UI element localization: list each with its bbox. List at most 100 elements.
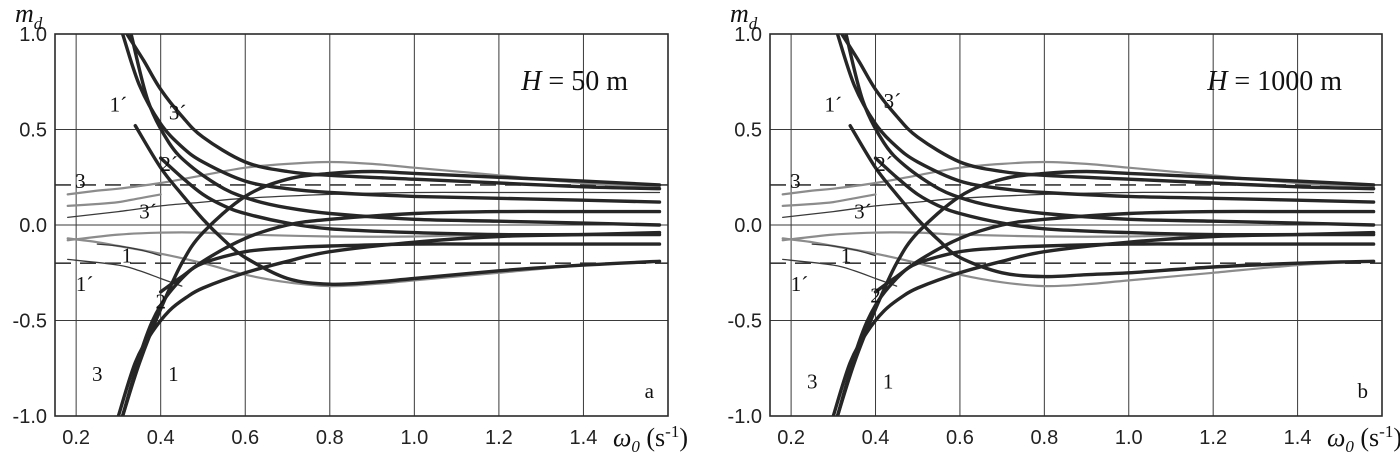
series-line-thin (67, 191, 661, 219)
y-axis-title-sub: d (749, 14, 758, 33)
x-axis-title-main: ω (613, 423, 631, 452)
y-tick-label: -1.0 (13, 406, 47, 428)
panel-label: a (645, 379, 655, 403)
y-tick-label: -0.5 (728, 311, 762, 333)
series-line-thin (782, 191, 1375, 219)
series-line-thick (840, 34, 1376, 191)
y-tick-label: -0.5 (13, 311, 47, 333)
y-tick-label: 1.0 (734, 24, 762, 46)
y-axis-title: md (15, 0, 43, 33)
series-line-thin (782, 258, 898, 287)
series-line-thick (120, 209, 662, 416)
series-line-thin (67, 258, 183, 287)
x-tick-label: 1.0 (400, 427, 428, 449)
curve-label: 1 (883, 370, 894, 394)
curve-label: 1´ (76, 272, 94, 296)
x-axis-title-close: ) (679, 423, 688, 452)
curves-a (66, 34, 662, 416)
y-tick-label: -1.0 (728, 406, 762, 428)
x-tick-label: 1.4 (570, 427, 598, 449)
curve-label: 1 (122, 244, 133, 268)
curve-label: 2 (870, 284, 881, 308)
curve-label: 3´ (854, 200, 872, 224)
y-tick-label: 0.0 (734, 215, 762, 237)
curve-label: 2´ (875, 152, 893, 176)
height-annotation-value: = 50 m (541, 66, 628, 97)
x-axis-title-unit: (s (1354, 423, 1379, 452)
curve-label: 1 (841, 244, 852, 268)
series-line-thick (125, 34, 662, 191)
curve-label: 1´ (825, 93, 843, 117)
curve-label: 3 (790, 169, 801, 193)
panel-label: b (1358, 379, 1369, 403)
series-line-thick (133, 124, 662, 287)
plot-frame (54, 33, 669, 417)
x-tick-label: 0.4 (147, 427, 175, 449)
x-axis-title-sub: 0 (631, 437, 640, 456)
series-line-thick (835, 209, 1376, 416)
x-axis-title-main: ω (1327, 423, 1345, 452)
height-annotation: H = 50 m (520, 66, 628, 97)
x-tick-label: 1.2 (1199, 427, 1227, 449)
chart-panel-a: 1.0 0.5 0.0 -0.5 -1.0 0.2 0.4 0.6 0.8 1.0 1.2 1.4 md… (13, 0, 688, 456)
series-line-thick (835, 169, 1376, 416)
chart-panel-b: 1.0 0.5 0.0 -0.5 -1.0 0.2 0.4 0.6 0.8 1.0 1.2 1.4 md… (700, 0, 1400, 459)
series-line-thick (873, 242, 1376, 294)
curve-label: 3´ (169, 100, 187, 124)
curve-label: 1 (168, 362, 179, 386)
series-line-gray (66, 193, 162, 207)
x-tick-label: 0.2 (62, 427, 90, 449)
x-tick-label: 1.2 (485, 427, 513, 449)
y-tick-label: 1.0 (19, 24, 47, 46)
x-tick-label: 0.2 (777, 427, 805, 449)
y-axis-title: md (730, 0, 758, 33)
series-line-gray (781, 193, 877, 207)
x-axis-title-sub: 0 (1345, 437, 1354, 456)
x-tick-label: 1.4 (1284, 427, 1312, 449)
series-line-thick (129, 34, 662, 227)
series-line-thick (159, 156, 662, 237)
series-line-thick (120, 34, 662, 204)
x-tick-label: 0.6 (231, 427, 259, 449)
series-line-thick (835, 34, 1376, 204)
series-line-thin (811, 243, 877, 257)
x-axis-title-close: ) (1393, 423, 1400, 452)
height-annotation-symbol: H (1206, 66, 1229, 97)
curve-label: 2 (155, 289, 166, 313)
y-axis-title-main: m (15, 0, 34, 28)
height-annotation-symbol: H (520, 66, 543, 97)
series-line-thick (159, 242, 662, 294)
curve-label: 3´ (139, 200, 157, 224)
curve-label: 3 (75, 169, 86, 193)
series-line-thick (831, 230, 1376, 416)
curve-label: 1´ (110, 93, 128, 117)
chart-svg-a: 1.0 0.5 0.0 -0.5 -1.0 0.2 0.4 0.6 0.8 1.0 1.2 1.4 md… (13, 0, 688, 456)
series-line-thin (96, 243, 162, 257)
curve-label: 3 (92, 362, 103, 386)
x-axis-title-unit: (s (640, 423, 665, 452)
y-tick-label: 0.5 (19, 120, 47, 142)
series-line-thick (844, 34, 1376, 227)
y-tick-label: 0.0 (19, 215, 47, 237)
y-axis-title-sub: d (34, 14, 43, 33)
x-axis-title: ω0 (s-1) (1327, 422, 1400, 456)
curve-label: 1´ (791, 272, 809, 296)
series-line-thick (873, 156, 1376, 237)
x-tick-label: 0.8 (316, 427, 344, 449)
x-axis-title-sup: -1 (665, 422, 679, 441)
curve-label: 3´ (884, 89, 902, 113)
x-axis-title-sup: -1 (1379, 422, 1393, 441)
height-annotation: H = 1000 m (1206, 66, 1342, 97)
curve-label: 2´ (160, 152, 178, 176)
y-tick-label: 0.5 (734, 120, 762, 142)
height-annotation-value: = 1000 m (1227, 66, 1342, 97)
series-line-thick (120, 169, 662, 416)
x-tick-label: 1.0 (1115, 427, 1143, 449)
curves-b (781, 34, 1376, 416)
series-line-thick (116, 230, 662, 416)
y-axis-title-main: m (730, 0, 749, 28)
plot-frame (769, 33, 1383, 417)
x-tick-label: 0.6 (946, 427, 974, 449)
chart-svg-b: 1.0 0.5 0.0 -0.5 -1.0 0.2 0.4 0.6 0.8 1.0 1.2 1.4 md… (728, 0, 1400, 456)
x-tick-label: 0.8 (1030, 427, 1058, 449)
